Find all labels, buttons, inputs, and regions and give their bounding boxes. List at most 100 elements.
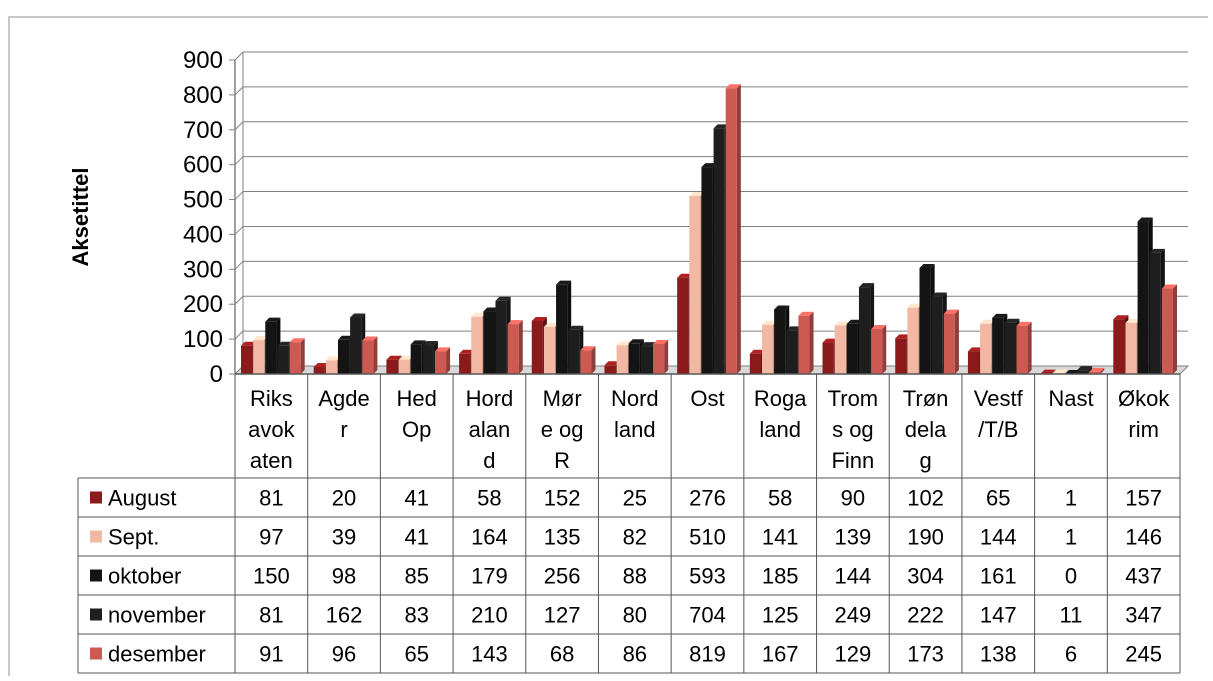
bar-top (337, 335, 354, 340)
category-label: alan (469, 417, 511, 442)
bar (967, 351, 980, 374)
data-label: 146 (1125, 525, 1162, 550)
bar (459, 353, 471, 374)
data-label: 11 (1060, 603, 1083, 628)
bar (858, 287, 871, 374)
bar-side (954, 309, 959, 374)
data-label: 39 (332, 525, 356, 550)
bar-top (1149, 248, 1165, 253)
bar (1113, 319, 1125, 374)
bar (1149, 252, 1161, 374)
bar (1077, 370, 1089, 374)
bar-top (822, 338, 838, 343)
category-label: land (759, 417, 801, 442)
bar (507, 324, 519, 374)
bar-top (980, 319, 996, 324)
bar-top (434, 347, 451, 352)
legend-swatch (90, 647, 102, 660)
y-tick-label: 100 (183, 326, 223, 353)
gridline-diagonal (234, 330, 244, 340)
gridline-diagonal (234, 260, 244, 270)
bar (677, 277, 689, 374)
data-label: 245 (1125, 642, 1162, 667)
bar-top (992, 313, 1008, 318)
bar (337, 339, 350, 374)
data-label: 161 (980, 564, 1017, 589)
data-label: 173 (907, 642, 944, 667)
data-label: 510 (689, 525, 726, 550)
bar-top (362, 336, 378, 341)
bar (1004, 322, 1016, 374)
y-tick-label: 700 (183, 117, 223, 144)
category-label: Nord (611, 386, 659, 411)
bar-top (834, 321, 850, 326)
bar-top (325, 356, 341, 361)
bar-top (543, 322, 560, 327)
bar (386, 359, 398, 374)
bar-top (749, 349, 765, 354)
data-label: 58 (477, 486, 501, 511)
bar-top (858, 283, 875, 288)
bar-top (495, 296, 511, 301)
data-label: 164 (471, 525, 508, 550)
data-label: 143 (471, 642, 508, 667)
category-label: s og (832, 417, 874, 442)
bar (919, 267, 931, 374)
bar (786, 330, 798, 374)
bar (568, 329, 580, 374)
bar-top (422, 341, 438, 346)
bar-side (736, 84, 741, 374)
bar-top (1125, 319, 1141, 324)
category-label: Trom (828, 386, 879, 411)
bar-top (931, 292, 947, 297)
bar-top (1064, 370, 1081, 374)
data-label: 82 (623, 525, 647, 550)
bar-top (907, 303, 923, 308)
bar-side (1173, 284, 1177, 374)
bar (241, 345, 253, 374)
gridline-diagonal (234, 226, 244, 235)
data-label: 58 (768, 486, 792, 511)
category-label: Økok (1118, 386, 1170, 411)
y-tick-label: 600 (183, 152, 223, 179)
data-label: 90 (841, 486, 865, 511)
legend-label: Sept. (108, 525, 159, 550)
gridline-diagonal (234, 86, 244, 96)
data-label: 1 (1065, 486, 1077, 511)
bar (761, 324, 774, 374)
bar (980, 323, 992, 374)
legend-label: oktober (108, 564, 181, 589)
bar (495, 300, 507, 374)
data-label: 147 (980, 603, 1017, 628)
bar-top (761, 320, 778, 325)
bar-top (798, 311, 814, 316)
bar-side (882, 324, 887, 374)
data-label: 127 (544, 603, 581, 628)
data-label: 68 (550, 642, 574, 667)
data-label: 98 (332, 564, 356, 589)
bar-top (483, 307, 499, 312)
data-label: 81 (259, 486, 283, 511)
bar (822, 342, 834, 374)
bar-top (241, 341, 257, 346)
y-tick-label: 800 (183, 82, 223, 109)
bar (1125, 323, 1137, 374)
bar-top (871, 324, 887, 329)
data-label: 96 (332, 642, 356, 667)
data-label: 102 (907, 486, 944, 511)
bar-top (1137, 217, 1153, 222)
bar-top (604, 361, 620, 366)
bar-top (507, 320, 523, 325)
bar (798, 315, 810, 374)
data-label: 185 (762, 564, 799, 589)
bar (774, 309, 786, 374)
bar (580, 350, 592, 374)
data-label: 347 (1125, 603, 1162, 628)
data-label: 97 (259, 525, 283, 550)
data-label: 150 (253, 564, 290, 589)
category-label: e og (541, 417, 584, 442)
bar (434, 351, 447, 374)
bar-side (1027, 321, 1032, 374)
data-label: 704 (689, 603, 726, 628)
gridline-diagonal (234, 121, 244, 131)
